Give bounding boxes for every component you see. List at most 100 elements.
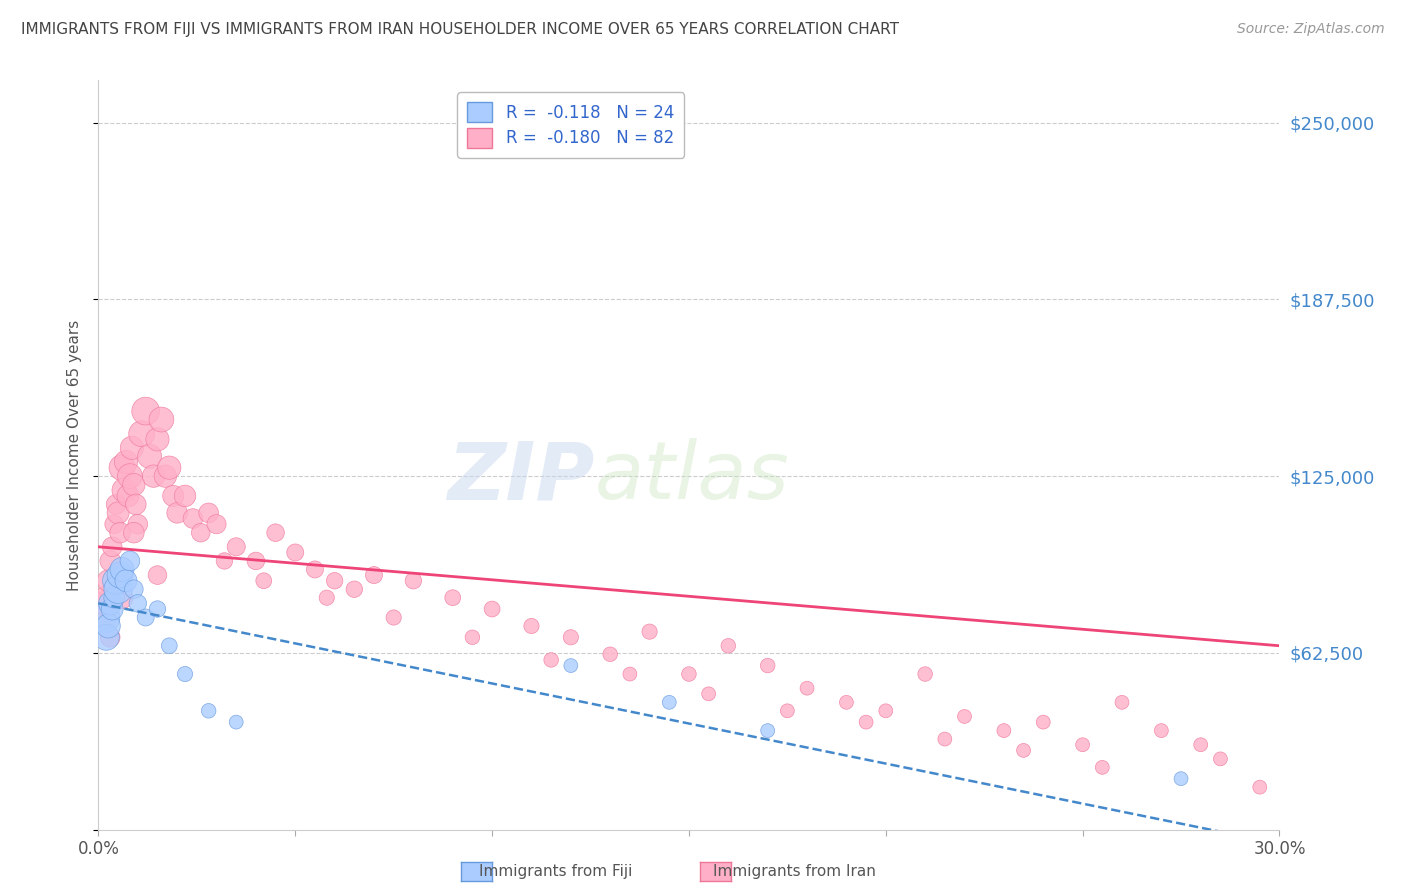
Point: [855, 715, 877, 730]
Point: [1012, 743, 1035, 757]
Point: [96, 591, 118, 605]
Point: [108, 568, 131, 582]
Point: [105, 497, 128, 511]
Point: [953, 709, 976, 723]
Point: [934, 732, 956, 747]
Point: [402, 574, 425, 588]
Point: [835, 695, 858, 709]
Point: [112, 483, 135, 498]
Point: [111, 460, 134, 475]
Point: [97, 574, 120, 588]
Point: [97, 619, 120, 633]
Point: [131, 426, 153, 441]
Point: [190, 525, 212, 540]
Point: [540, 653, 562, 667]
Point: [96, 630, 118, 644]
Point: [91, 610, 114, 624]
Text: atlas: atlas: [595, 438, 789, 516]
Point: [875, 704, 897, 718]
Point: [343, 582, 366, 597]
Point: [117, 489, 139, 503]
Point: [678, 667, 700, 681]
Point: [166, 506, 188, 520]
Point: [122, 477, 145, 491]
Point: [122, 582, 145, 597]
Point: [127, 596, 149, 610]
Point: [142, 469, 165, 483]
Point: [776, 704, 799, 718]
Point: [138, 450, 160, 464]
Point: [197, 704, 219, 718]
Point: [619, 667, 641, 681]
Point: [146, 433, 169, 447]
Text: Immigrants from Fiji: Immigrants from Fiji: [478, 864, 633, 879]
Point: [638, 624, 661, 639]
Point: [103, 591, 125, 605]
Legend: R =  -0.118   N = 24, R =  -0.180   N = 82: R = -0.118 N = 24, R = -0.180 N = 82: [457, 93, 685, 158]
Point: [118, 554, 141, 568]
Point: [122, 525, 145, 540]
Point: [560, 658, 582, 673]
Point: [157, 460, 180, 475]
Point: [520, 619, 543, 633]
Point: [1150, 723, 1173, 738]
Point: [98, 596, 121, 610]
Text: Source: ZipAtlas.com: Source: ZipAtlas.com: [1237, 22, 1385, 37]
Point: [111, 562, 134, 576]
Point: [150, 412, 173, 426]
Point: [107, 506, 129, 520]
Point: [107, 582, 129, 597]
Point: [323, 574, 346, 588]
Point: [481, 602, 503, 616]
Point: [304, 562, 326, 576]
Point: [146, 568, 169, 582]
Point: [118, 469, 141, 483]
Point: [174, 667, 197, 681]
Point: [146, 602, 169, 616]
Point: [993, 723, 1015, 738]
Point: [1249, 780, 1271, 794]
Point: [264, 525, 287, 540]
Point: [101, 602, 124, 616]
Point: [98, 554, 121, 568]
Point: [658, 695, 681, 709]
Point: [155, 469, 177, 483]
Point: [1032, 715, 1054, 730]
Point: [225, 715, 247, 730]
Point: [1170, 772, 1192, 786]
Point: [461, 630, 484, 644]
Point: [115, 455, 138, 469]
Point: [560, 630, 582, 644]
Point: [98, 630, 121, 644]
Point: [756, 723, 779, 738]
Point: [253, 574, 276, 588]
Point: [101, 540, 124, 554]
Point: [205, 517, 228, 532]
Text: Immigrants from Iran: Immigrants from Iran: [713, 864, 876, 879]
Point: [697, 687, 720, 701]
Point: [197, 506, 219, 520]
Point: [1071, 738, 1094, 752]
Point: [174, 489, 197, 503]
Point: [93, 596, 115, 610]
Point: [162, 489, 184, 503]
Point: [225, 540, 247, 554]
Point: [127, 517, 149, 532]
Point: [1189, 738, 1212, 752]
Point: [599, 647, 621, 661]
Point: [914, 667, 936, 681]
Point: [121, 441, 143, 455]
Point: [1209, 752, 1232, 766]
Point: [796, 681, 818, 696]
Point: [284, 545, 307, 559]
Point: [157, 639, 180, 653]
Point: [245, 554, 267, 568]
Point: [382, 610, 405, 624]
Point: [93, 610, 115, 624]
Y-axis label: Householder Income Over 65 years: Householder Income Over 65 years: [67, 319, 83, 591]
Point: [108, 525, 131, 540]
Text: IMMIGRANTS FROM FIJI VS IMMIGRANTS FROM IRAN HOUSEHOLDER INCOME OVER 65 YEARS CO: IMMIGRANTS FROM FIJI VS IMMIGRANTS FROM …: [21, 22, 898, 37]
Point: [103, 517, 125, 532]
Point: [363, 568, 385, 582]
Point: [105, 574, 128, 588]
